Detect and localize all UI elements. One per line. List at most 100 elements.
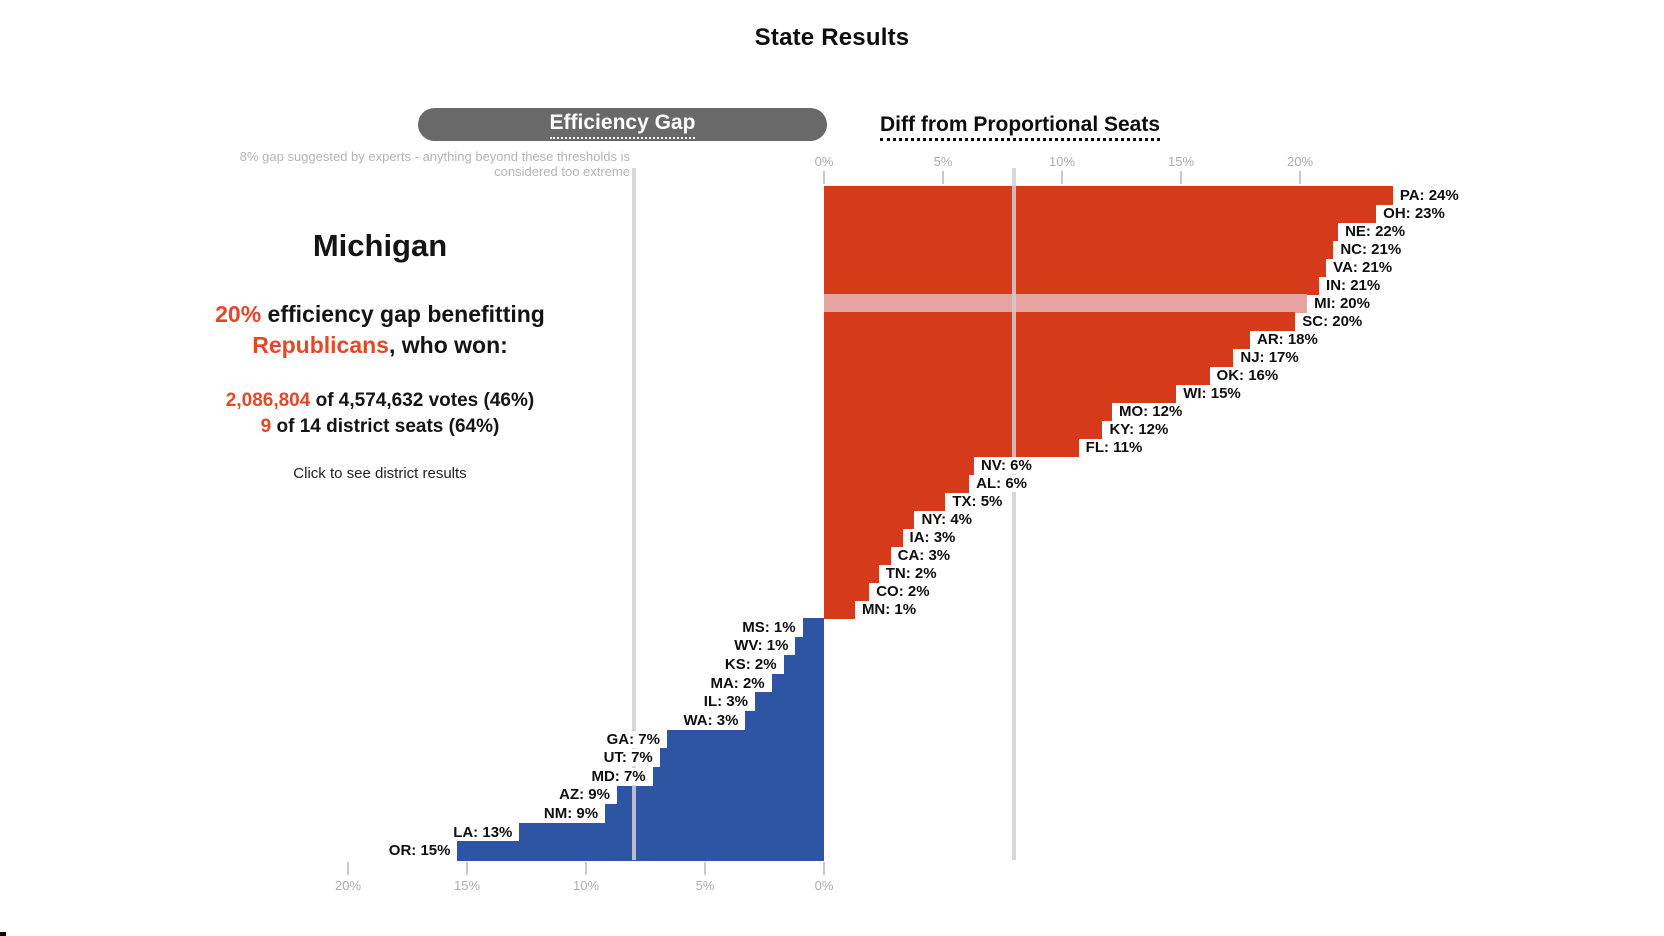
axis-bottom-tick-15% (466, 862, 468, 875)
bar-label-CO[interactable]: CO: 2% (872, 582, 934, 600)
bar-label-TX[interactable]: TX: 5% (948, 492, 1007, 510)
bar-label-KS[interactable]: KS: 2% (720, 656, 781, 674)
bar-label-GA[interactable]: GA: 7% (602, 730, 664, 748)
bar-label-FL[interactable]: FL: 11% (1081, 438, 1147, 456)
bar-label-OR[interactable]: OR: 15% (384, 842, 455, 860)
bar-WV[interactable] (795, 636, 824, 656)
axis-top-tick-label-5%: 5% (933, 154, 953, 169)
state-info-panel[interactable]: Michigan 20% efficiency gap benefitting … (135, 228, 625, 482)
votes-total-text: of 4,574,632 votes (46%) (310, 390, 535, 411)
bar-label-MN[interactable]: MN: 1% (857, 600, 921, 618)
gap-summary: 20% efficiency gap benefitting Republica… (135, 299, 625, 361)
bar-MA[interactable] (771, 673, 824, 693)
gap-text: efficiency gap benefitting (261, 301, 545, 327)
bar-TN[interactable] (824, 564, 879, 583)
bar-OR[interactable] (457, 841, 824, 861)
bar-label-TN[interactable]: TN: 2% (881, 564, 941, 582)
tab-diff-proportional-seats[interactable]: Diff from Proportional Seats (880, 110, 1161, 143)
bar-AZ[interactable] (616, 785, 824, 805)
axis-top-tick-0% (823, 171, 825, 184)
bar-NY[interactable] (824, 510, 915, 529)
bar-AL[interactable] (824, 474, 970, 493)
bar-label-KY[interactable]: KY: 12% (1105, 420, 1173, 438)
bar-CA[interactable] (824, 546, 891, 565)
bar-SC[interactable] (824, 312, 1296, 331)
tab-diff-proportional-seats-label: Diff from Proportional Seats (880, 113, 1161, 141)
threshold-note: 8% gap suggested by experts - anything b… (230, 149, 630, 179)
bar-label-MD[interactable]: MD: 7% (587, 767, 650, 785)
bar-PA[interactable] (824, 186, 1393, 205)
bar-label-PA[interactable]: PA: 24% (1395, 186, 1463, 204)
bar-label-WA[interactable]: WA: 3% (679, 711, 743, 729)
bar-label-NM[interactable]: NM: 9% (539, 805, 603, 822)
bar-label-SC[interactable]: SC: 20% (1298, 312, 1367, 330)
axis-bottom-tick-label-15%: 15% (453, 878, 481, 893)
threshold-line-democrat (631, 168, 636, 860)
bar-NJ[interactable] (824, 348, 1234, 367)
bar-label-AL[interactable]: AL: 6% (972, 474, 1032, 492)
bar-label-WV[interactable]: WV: 1% (730, 637, 793, 655)
bar-WA[interactable] (745, 711, 824, 731)
bar-MI[interactable] (824, 294, 1308, 313)
bar-OH[interactable] (824, 204, 1377, 223)
bar-label-AR[interactable]: AR: 18% (1253, 330, 1322, 348)
bar-label-OK[interactable]: OK: 16% (1212, 366, 1283, 384)
bar-NM[interactable] (605, 804, 824, 824)
bar-AR[interactable] (824, 330, 1251, 349)
bar-OK[interactable] (824, 366, 1210, 385)
bar-WI[interactable] (824, 384, 1177, 403)
bar-label-MI[interactable]: MI: 20% (1310, 294, 1374, 312)
bar-label-IL[interactable]: IL: 3% (699, 693, 752, 711)
votes-won-value: 2,086,804 (225, 390, 311, 411)
tab-efficiency-gap[interactable]: Efficiency Gap (418, 108, 827, 141)
bar-MS[interactable] (802, 618, 824, 638)
bar-NE[interactable] (824, 222, 1339, 241)
bar-label-AZ[interactable]: AZ: 9% (555, 786, 614, 804)
selected-state-name: Michigan (312, 228, 448, 263)
axis-top-tick-20% (1299, 171, 1301, 184)
axis-bottom-tick-label-5%: 5% (695, 878, 715, 893)
bar-CO[interactable] (824, 582, 870, 601)
axis-top-tick-15% (1180, 171, 1182, 184)
district-results-hint: Click to see district results (293, 465, 467, 482)
bar-UT[interactable] (659, 748, 824, 768)
bar-label-CA[interactable]: CA: 3% (893, 546, 955, 564)
bar-label-MS[interactable]: MS: 1% (738, 618, 800, 636)
bar-label-NC[interactable]: NC: 21% (1336, 240, 1406, 258)
bar-label-NY[interactable]: NY: 4% (917, 510, 977, 528)
bar-label-NE[interactable]: NE: 22% (1341, 222, 1410, 240)
axis-bottom-tick-10% (585, 862, 587, 875)
bar-MO[interactable] (824, 402, 1112, 421)
axis-top-tick-label-0%: 0% (814, 154, 834, 169)
bar-label-NV[interactable]: NV: 6% (976, 456, 1036, 474)
bar-FL[interactable] (824, 438, 1079, 457)
bar-TX[interactable] (824, 492, 946, 511)
bar-label-UT[interactable]: UT: 7% (599, 749, 657, 767)
bar-NC[interactable] (824, 240, 1334, 259)
bar-GA[interactable] (666, 729, 824, 749)
bar-label-IN[interactable]: IN: 21% (1322, 276, 1385, 294)
bar-MD[interactable] (652, 766, 824, 787)
bar-MN[interactable] (824, 600, 855, 619)
bar-IA[interactable] (824, 528, 903, 547)
gap-percent-value: 20% (215, 301, 262, 327)
bar-label-MA[interactable]: MA: 2% (706, 674, 769, 692)
bar-LA[interactable] (519, 822, 824, 842)
bar-label-VA[interactable]: VA: 21% (1329, 258, 1397, 276)
bar-NV[interactable] (824, 456, 974, 475)
bar-label-MO[interactable]: MO: 12% (1114, 402, 1187, 420)
bar-KY[interactable] (824, 420, 1103, 439)
threshold-line-republican (1012, 168, 1017, 860)
bar-VA[interactable] (824, 258, 1327, 277)
bar-label-NJ[interactable]: NJ: 17% (1236, 348, 1303, 366)
bar-KS[interactable] (783, 655, 824, 675)
bar-IL[interactable] (754, 692, 824, 712)
axis-bottom-tick-0% (823, 862, 825, 875)
bar-label-WI[interactable]: WI: 15% (1179, 384, 1245, 402)
bar-label-OH[interactable]: OH: 23% (1379, 204, 1449, 222)
page-title: State Results (754, 24, 910, 51)
bar-IN[interactable] (824, 276, 1320, 295)
bar-label-LA[interactable]: LA: 13% (449, 823, 517, 841)
bar-label-IA[interactable]: IA: 3% (905, 528, 960, 546)
